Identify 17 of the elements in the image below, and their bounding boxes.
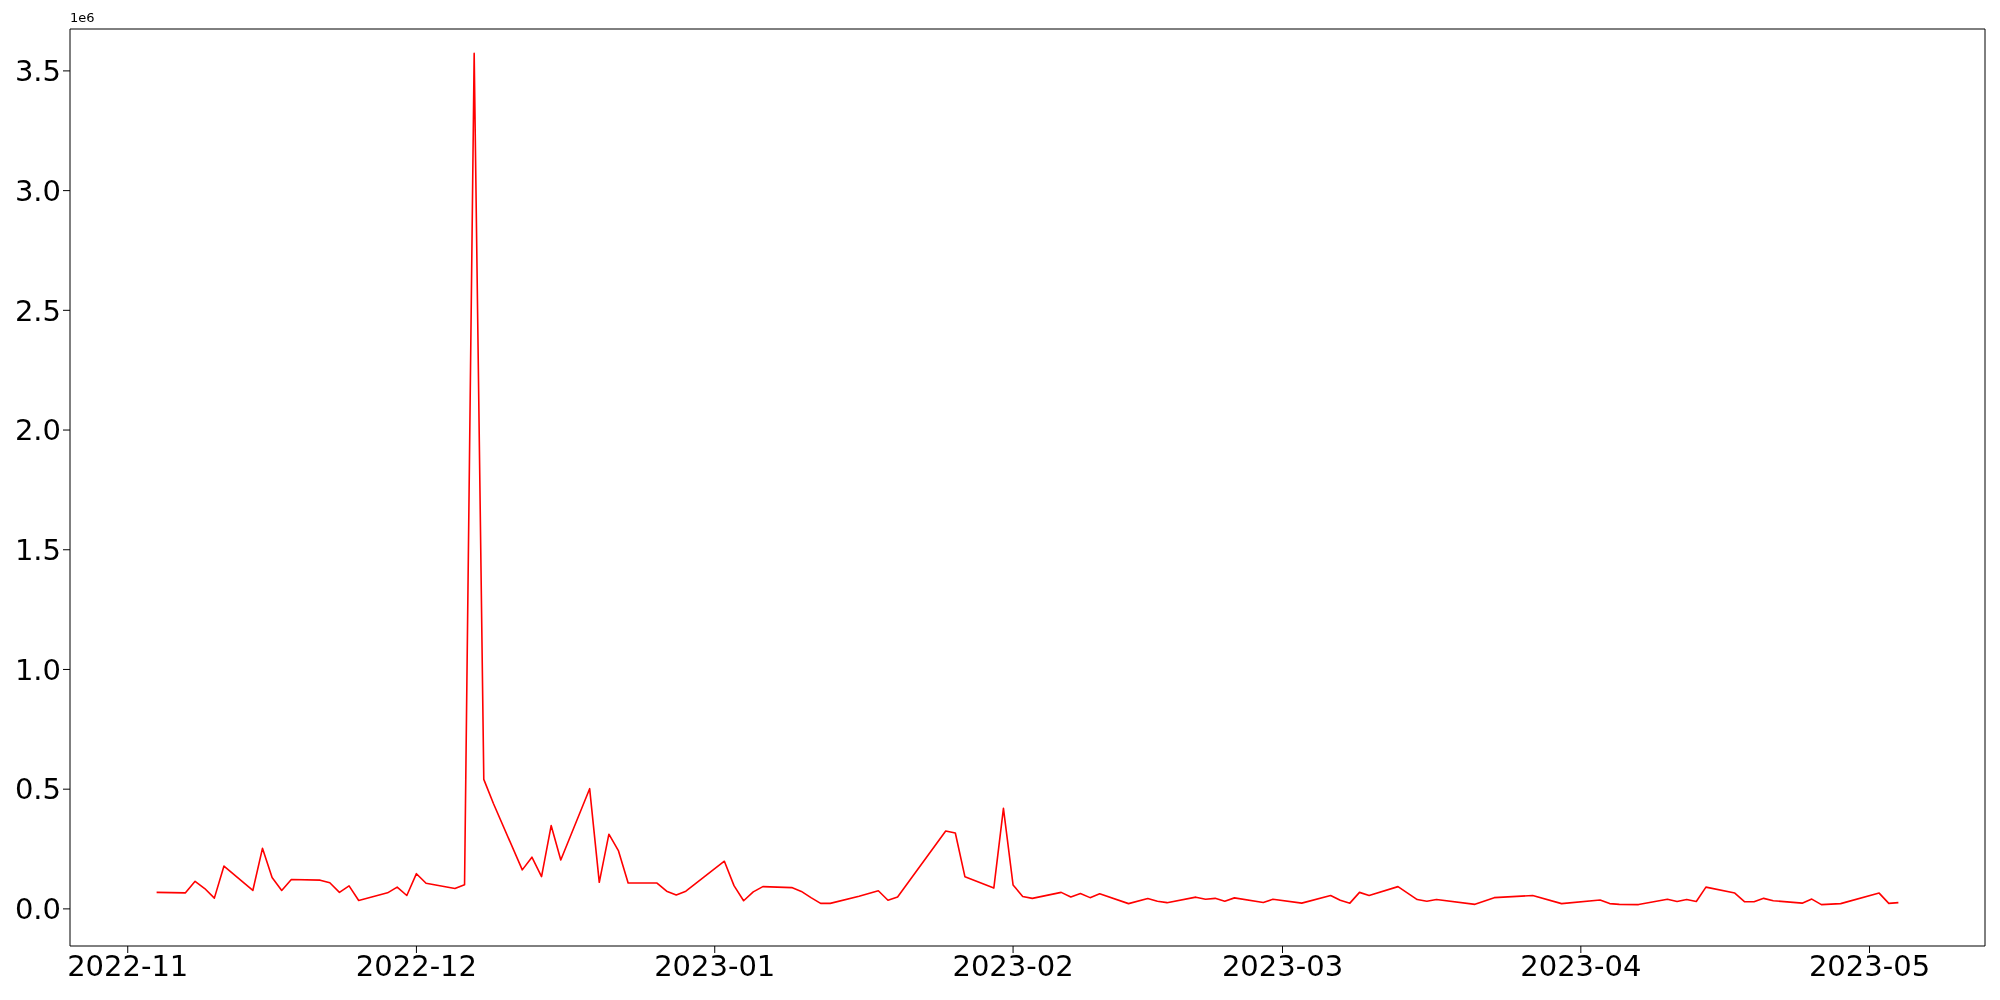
x-tick-label: 2023-02 [952,948,1074,983]
x-tick-label: 2023-04 [1520,948,1642,983]
y-tick-label: 1.0 [14,652,61,687]
x-tick-label: 2023-03 [1221,948,1344,983]
y-tick-label: 0.5 [14,772,61,807]
y-tick-label: 2.0 [14,413,61,448]
y-tick-label: 1.5 [14,533,61,568]
y-tick-label: 2.5 [14,293,61,328]
x-tick-label: 2022-12 [355,948,478,983]
y-tick-label: 0.0 [14,892,61,927]
y-tick-label: 3.5 [14,54,61,89]
line-series [155,52,1900,906]
y-tick-label: 3.0 [14,173,61,208]
x-tick-label: 2022-11 [67,948,189,983]
x-tick-label: 2023-05 [1808,948,1931,983]
text: 1e6 [70,10,95,25]
x-tick-label: 2023-01 [654,948,776,983]
